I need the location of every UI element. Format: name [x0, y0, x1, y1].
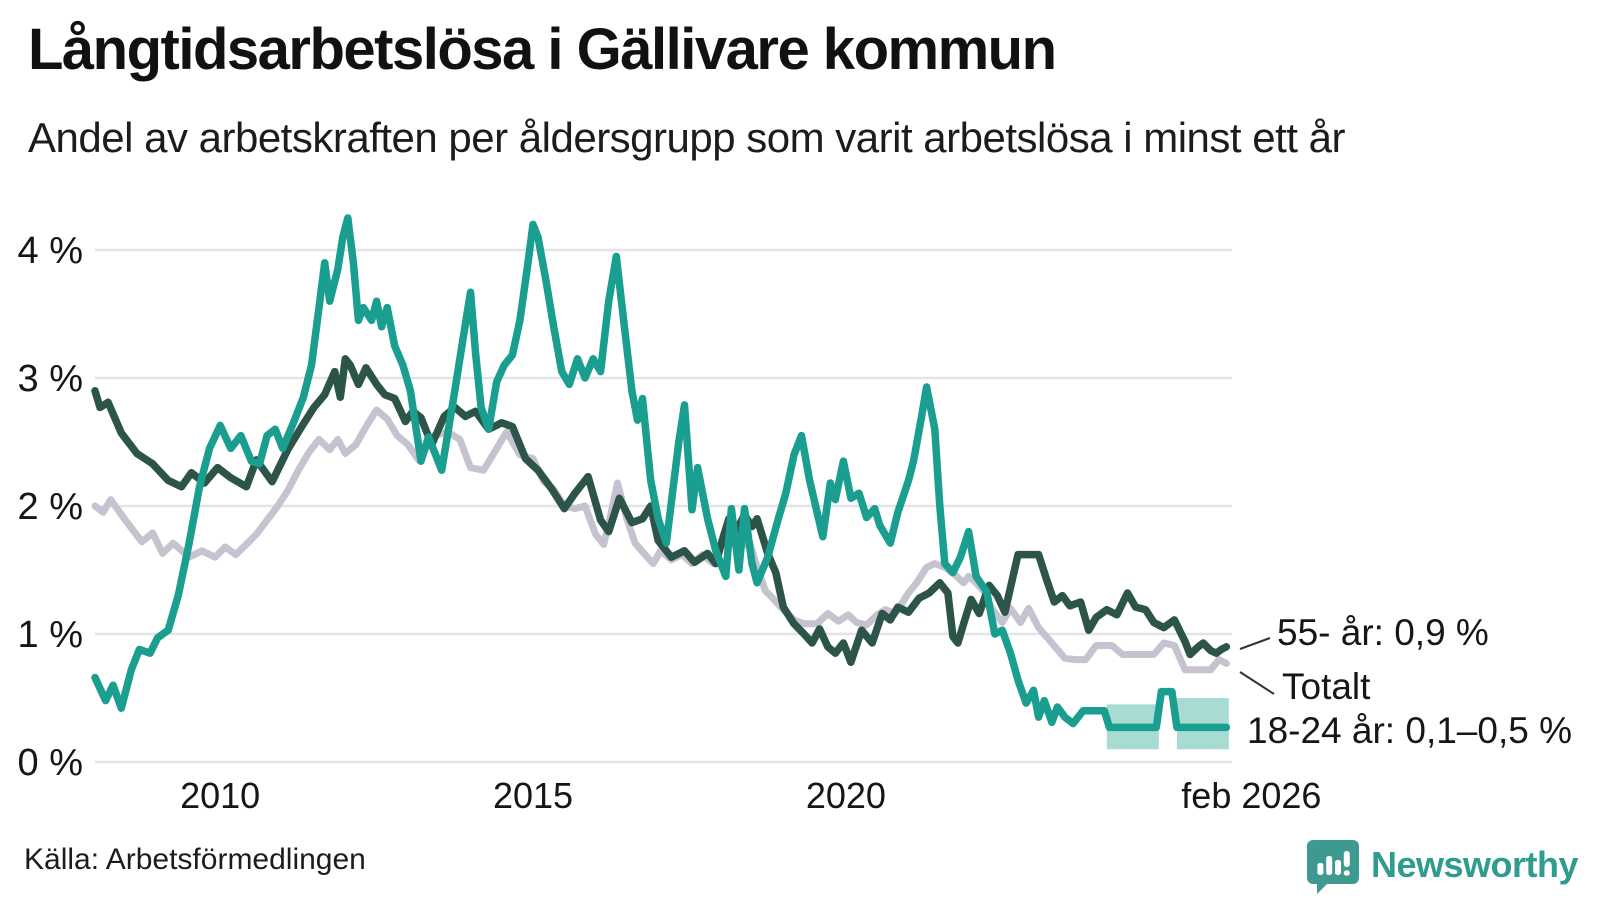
- connector-55: [1239, 637, 1271, 650]
- x-axis-tick: 2015: [493, 775, 573, 816]
- uncertainty-band: [1176, 698, 1229, 750]
- y-axis-tick: 3 %: [18, 358, 83, 400]
- y-axis-tick: 0 %: [18, 742, 83, 784]
- page-subtitle: Andel av arbetskraften per åldersgrupp s…: [28, 114, 1345, 161]
- brand-logo: Newsworthy: [1305, 836, 1579, 894]
- label-series-18-24: 18-24 år: 0,1–0,5 %: [1247, 710, 1572, 751]
- series-line-18-24 år: [91, 214, 1231, 732]
- page-title: Långtidsarbetslösa i Gällivare kommun: [28, 17, 1057, 82]
- label-series-totalt: Totalt: [1282, 666, 1371, 707]
- y-axis-tick: 1 %: [18, 614, 83, 656]
- x-axis-tick: 2020: [806, 775, 886, 816]
- source-note: Källa: Arbetsförmedlingen: [24, 843, 366, 876]
- x-axis-tick: feb 2026: [1181, 775, 1321, 816]
- series-line-55- år: [91, 355, 1231, 666]
- label-series-55: 55- år: 0,9 %: [1277, 612, 1489, 653]
- connector-totalt: [1239, 671, 1275, 695]
- brand-name: Newsworthy: [1370, 844, 1579, 885]
- x-axis-tick: 2010: [180, 775, 260, 816]
- newsworthy-icon: [1305, 836, 1361, 894]
- y-axis-tick: 2 %: [18, 486, 83, 528]
- y-axis-tick: 4 %: [18, 230, 83, 272]
